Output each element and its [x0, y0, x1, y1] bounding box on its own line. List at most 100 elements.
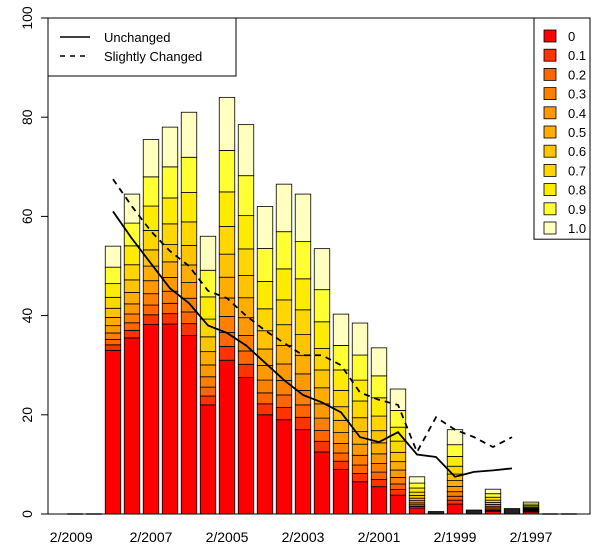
bar-segment	[199, 404, 217, 515]
bar-segment	[370, 463, 388, 473]
bar-segment	[275, 183, 293, 233]
y-tick-label: 0	[19, 510, 35, 518]
fill-legend-swatch	[543, 202, 557, 216]
bar-segment	[313, 430, 331, 442]
bar-segment	[446, 486, 464, 493]
bar-segment	[123, 329, 141, 339]
x-tick-label: 2/2005	[206, 529, 249, 545]
bar-segment	[389, 410, 407, 428]
x-tick-label: 2/2007	[130, 529, 173, 545]
bar-segment	[237, 124, 255, 177]
bar-segment	[199, 269, 217, 298]
bar-segment	[199, 351, 217, 366]
unchanged-line	[112, 210, 513, 478]
bar-segment	[237, 350, 255, 365]
bar-segment	[142, 205, 160, 231]
bar-segment	[389, 388, 407, 411]
bar-segment	[237, 215, 255, 250]
bar-segment	[275, 231, 293, 270]
bar-segment	[351, 400, 369, 419]
bar-segment	[104, 344, 122, 351]
bar-segment	[199, 336, 217, 353]
bar-segment	[104, 349, 122, 515]
bar-segment	[332, 389, 350, 408]
bar-segment	[180, 192, 198, 223]
bar-segment	[180, 311, 198, 325]
bar-segment	[161, 313, 179, 325]
y-tick-label: 100	[19, 6, 35, 30]
bar-segment	[104, 325, 122, 334]
fill-legend-label: 0.3	[568, 87, 586, 102]
x-tick-label: 2/2001	[358, 529, 401, 545]
bar-segment	[275, 406, 293, 421]
bar-segment	[104, 266, 122, 285]
fill-legend-swatch	[543, 68, 557, 81]
bar-segment	[522, 501, 540, 505]
bar-segment	[370, 486, 388, 515]
bar-segment	[294, 193, 312, 243]
fill-legend-label: 0	[568, 29, 575, 44]
slightly-changed-line	[112, 178, 513, 455]
bar-segment	[446, 491, 464, 497]
bar-segment	[199, 386, 217, 397]
bar-segment	[104, 338, 122, 346]
bar-segment	[237, 248, 255, 276]
bar-segment	[218, 332, 236, 347]
bar-segment	[218, 297, 236, 317]
bar-segment	[199, 296, 217, 320]
fill-legend-swatch	[543, 163, 557, 177]
bar-segment	[180, 244, 198, 266]
y-tick-label: 40	[19, 308, 35, 324]
bar-segment	[142, 139, 160, 178]
fill-legend-label: 0.2	[568, 67, 586, 82]
bar-segment	[218, 346, 236, 361]
bar-segment	[237, 363, 255, 379]
fill-legend-swatch	[543, 183, 557, 197]
bar-segment	[123, 264, 141, 281]
bar-segment	[218, 276, 236, 299]
bar-segment	[408, 487, 426, 493]
bar-segment	[408, 507, 426, 515]
x-tick-label: 2/2003	[282, 529, 325, 545]
bar-segment	[180, 221, 198, 246]
bar-segment	[104, 283, 122, 298]
bar-segment	[351, 454, 369, 466]
bar-segment	[237, 335, 255, 352]
bar-segment	[161, 244, 179, 263]
bar-segment	[123, 222, 141, 247]
bar-segment	[389, 440, 407, 453]
bar-segment	[142, 314, 160, 325]
bar-segment	[294, 241, 312, 280]
bar-segment	[408, 495, 426, 499]
bar-segment	[370, 375, 388, 399]
bar-segment	[161, 323, 179, 515]
bar-segment	[237, 175, 255, 217]
bar-segment	[275, 394, 293, 408]
bar-segment	[332, 419, 350, 433]
fill-legend-swatch	[543, 221, 557, 235]
fill-legend-box	[533, 17, 591, 240]
bar-segment	[142, 280, 160, 295]
bar-segment	[313, 451, 331, 515]
bar-segment	[313, 289, 331, 323]
bar-segment	[123, 313, 141, 324]
bar-segment	[161, 223, 179, 245]
bar-segment	[237, 377, 255, 515]
bar-segment	[294, 416, 312, 431]
line-legend-label: Unchanged	[104, 30, 171, 45]
bar-segment	[275, 299, 293, 326]
bar-segment	[389, 451, 407, 463]
bar-segment	[199, 376, 217, 388]
bar-segment	[313, 369, 331, 389]
bar-segment	[389, 489, 407, 496]
bar-segment	[275, 419, 293, 515]
bar-segment	[294, 429, 312, 515]
bar-segment	[104, 245, 122, 268]
bar-segment	[256, 248, 274, 282]
bar-segment	[389, 494, 407, 515]
bar-segment	[256, 379, 274, 394]
bar-segment	[161, 197, 179, 225]
bar-segment	[123, 292, 141, 305]
bar-small	[503, 508, 521, 515]
